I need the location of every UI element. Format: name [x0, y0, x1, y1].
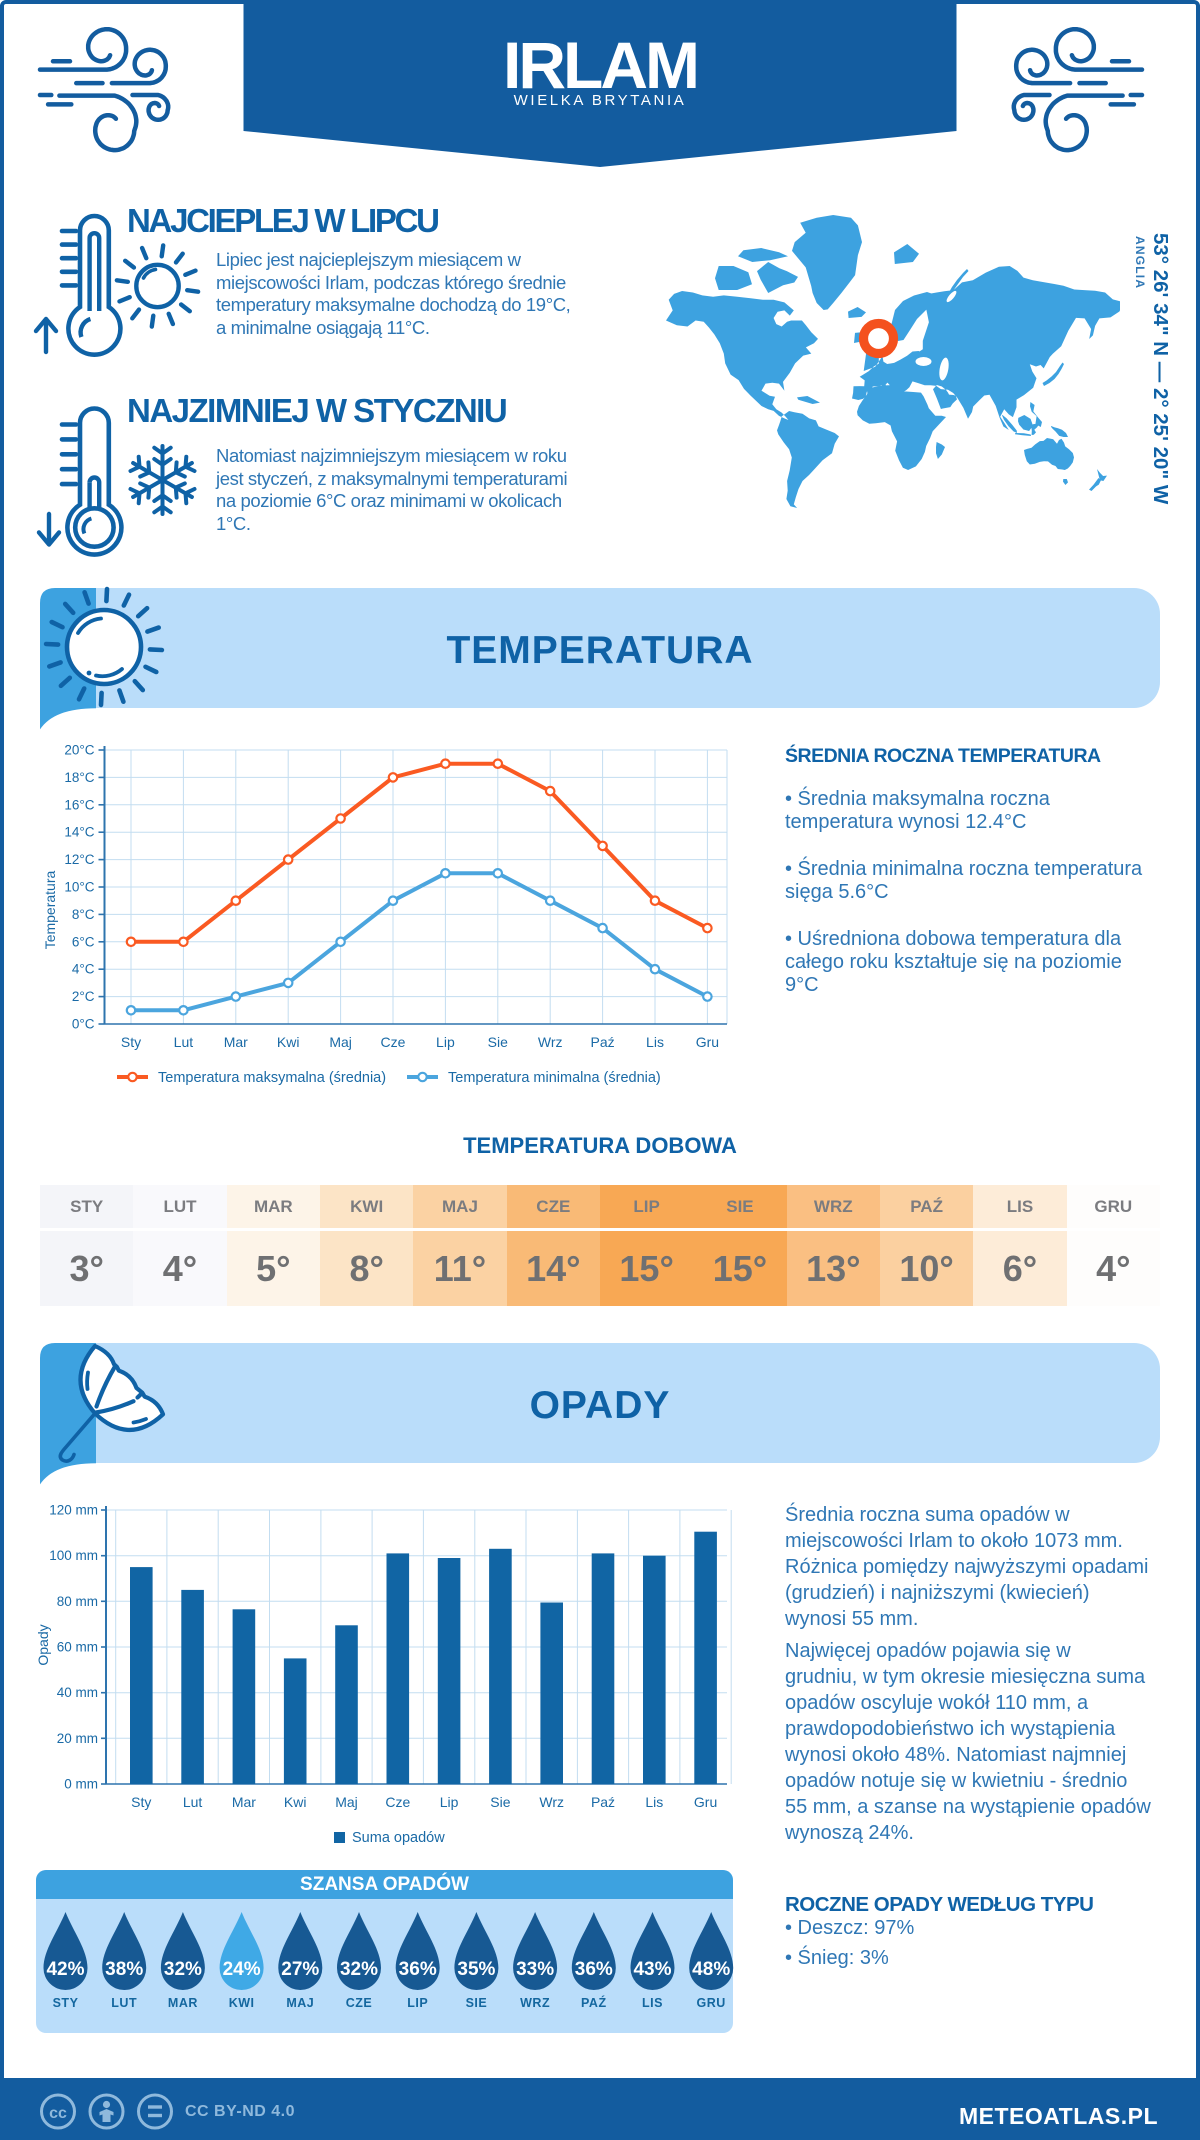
svg-text:MAJ: MAJ — [286, 1996, 314, 2010]
svg-text:27%: 27% — [281, 1959, 319, 1980]
svg-text:35%: 35% — [457, 1959, 495, 1980]
svg-text:Lip: Lip — [440, 1794, 459, 1810]
svg-text:Suma opadów: Suma opadów — [352, 1830, 445, 1846]
svg-text:LIS: LIS — [642, 1996, 663, 2010]
svg-text:0°C: 0°C — [72, 1017, 95, 1032]
svg-text:18°C: 18°C — [64, 770, 94, 785]
svg-text:Temperatura: Temperatura — [42, 870, 58, 949]
svg-text:Kwi: Kwi — [284, 1794, 307, 1810]
svg-text:Sty: Sty — [131, 1794, 151, 1810]
svg-text:100 mm: 100 mm — [49, 1548, 98, 1563]
svg-text:80 mm: 80 mm — [57, 1594, 98, 1609]
svg-text:Paź: Paź — [591, 1034, 615, 1050]
svg-text:8°C: 8°C — [72, 907, 95, 922]
svg-text:Gru: Gru — [694, 1794, 717, 1810]
svg-text:2°C: 2°C — [72, 989, 95, 1004]
svg-text:Temperatura minimalna (średnia: Temperatura minimalna (średnia) — [448, 1070, 661, 1086]
svg-text:KWI: KWI — [229, 1996, 255, 2010]
svg-text:32%: 32% — [340, 1959, 378, 1980]
svg-text:33%: 33% — [516, 1959, 554, 1980]
svg-text:48%: 48% — [692, 1959, 730, 1980]
svg-text:Sie: Sie — [490, 1794, 510, 1810]
svg-text:14°C: 14°C — [64, 825, 94, 840]
svg-text:Lis: Lis — [645, 1794, 663, 1810]
svg-text:38%: 38% — [105, 1959, 143, 1980]
svg-text:Cze: Cze — [381, 1034, 406, 1050]
svg-text:4°C: 4°C — [72, 962, 95, 977]
svg-text:Mar: Mar — [232, 1794, 256, 1810]
svg-text:0 mm: 0 mm — [64, 1777, 98, 1792]
svg-text:Gru: Gru — [696, 1034, 719, 1050]
svg-text:42%: 42% — [46, 1959, 84, 1980]
svg-text:Mar: Mar — [224, 1034, 248, 1050]
svg-text:Sty: Sty — [121, 1034, 141, 1050]
svg-text:20 mm: 20 mm — [57, 1731, 98, 1746]
svg-text:WRZ: WRZ — [520, 1996, 550, 2010]
svg-text:Lut: Lut — [183, 1794, 203, 1810]
svg-text:PAŹ: PAŹ — [581, 1995, 607, 2010]
svg-text:Temperatura maksymalna (średni: Temperatura maksymalna (średnia) — [158, 1070, 386, 1086]
svg-text:LUT: LUT — [111, 1996, 137, 2010]
svg-text:Sie: Sie — [488, 1034, 508, 1050]
svg-text:40 mm: 40 mm — [57, 1685, 98, 1700]
svg-text:60 mm: 60 mm — [57, 1640, 98, 1655]
svg-text:20°C: 20°C — [64, 743, 94, 758]
svg-text:Kwi: Kwi — [277, 1034, 300, 1050]
svg-text:Opady: Opady — [35, 1624, 51, 1665]
svg-text:120 mm: 120 mm — [49, 1503, 98, 1518]
svg-text:GRU: GRU — [697, 1996, 726, 2010]
svg-text:43%: 43% — [633, 1959, 671, 1980]
svg-text:Maj: Maj — [335, 1794, 358, 1810]
svg-text:36%: 36% — [399, 1959, 437, 1980]
svg-text:Lut: Lut — [174, 1034, 194, 1050]
svg-text:32%: 32% — [164, 1959, 202, 1980]
svg-text:10°C: 10°C — [64, 880, 94, 895]
svg-text:6°C: 6°C — [72, 934, 95, 949]
svg-text:MAR: MAR — [168, 1996, 198, 2010]
svg-text:Wrz: Wrz — [539, 1794, 564, 1810]
svg-text:Maj: Maj — [329, 1034, 352, 1050]
svg-text:24%: 24% — [223, 1959, 261, 1980]
svg-text:12°C: 12°C — [64, 852, 94, 867]
svg-text:LIP: LIP — [407, 1996, 428, 2010]
svg-text:SIE: SIE — [466, 1996, 488, 2010]
svg-text:CZE: CZE — [346, 1996, 373, 2010]
svg-text:Lis: Lis — [646, 1034, 664, 1050]
svg-text:Cze: Cze — [385, 1794, 410, 1810]
svg-text:cc: cc — [49, 2105, 67, 2122]
svg-text:Wrz: Wrz — [538, 1034, 563, 1050]
svg-text:36%: 36% — [575, 1959, 613, 1980]
svg-text:16°C: 16°C — [64, 797, 94, 812]
svg-text:STY: STY — [53, 1996, 79, 2010]
svg-text:Paź: Paź — [591, 1794, 615, 1810]
svg-text:Lip: Lip — [436, 1034, 455, 1050]
